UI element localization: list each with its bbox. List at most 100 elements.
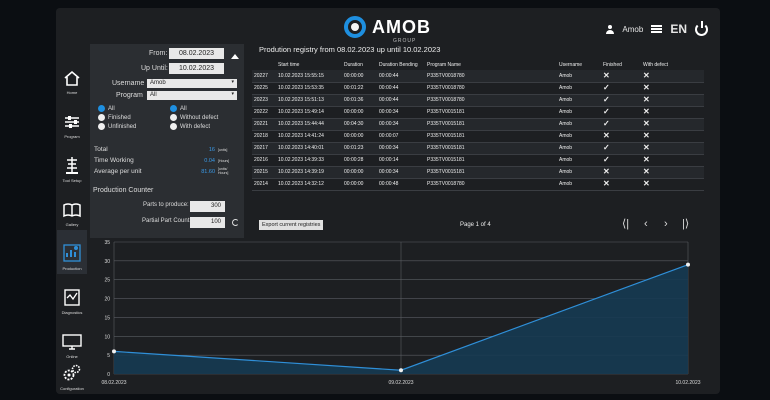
cell-id: 20225 — [252, 82, 276, 95]
status-radio-finished[interactable]: Finished — [98, 114, 131, 121]
check-icon: ✓ — [603, 95, 610, 104]
logo-subtext: GROUP — [393, 38, 417, 44]
cell-defect: ✕ — [641, 130, 704, 143]
cell-defect: ✕ — [641, 166, 704, 179]
sidebar-item-online[interactable]: Online — [57, 318, 87, 362]
cell-defect: ✕ — [641, 106, 704, 119]
collapse-icon[interactable] — [231, 54, 239, 59]
cell-duration: 00:01:22 — [342, 82, 377, 95]
cell-program: P335TV0015181 — [425, 142, 557, 155]
refresh-icon[interactable] — [232, 219, 239, 226]
prev-page-icon[interactable]: ‹ — [644, 218, 648, 230]
table-row[interactable]: 20223 10.02.2023 15:51:13 00:01:36 00:00:44… — [252, 94, 704, 107]
cell-program: P335TV0015181 — [425, 166, 557, 179]
next-page-icon[interactable]: › — [664, 218, 668, 230]
defect-radio-with[interactable]: With defect — [170, 123, 210, 130]
table-row[interactable]: 20217 10.02.2023 14:40:01 00:01:23 00:00:34… — [252, 142, 704, 155]
sidebar-item-label: Online — [66, 354, 78, 359]
parts-to-produce-input[interactable]: 300 — [190, 201, 225, 212]
cross-icon: ✕ — [643, 83, 650, 92]
username-filter-label: Username — [112, 80, 145, 87]
table-row[interactable]: 20218 10.02.2023 14:41:24 00:00:00 00:00:07… — [252, 130, 704, 143]
status-radio-all[interactable]: All — [98, 105, 115, 112]
sidebar-item-label: Configuration — [60, 386, 84, 391]
cell-duration: 00:00:00 — [342, 106, 377, 119]
logo-text: AMOB — [372, 16, 431, 37]
cell-id: 20218 — [252, 130, 276, 143]
radio-label: Finished — [108, 114, 131, 121]
table-row[interactable]: 20221 10.02.2023 15:44:44 00:04:30 00:00:34… — [252, 118, 704, 131]
export-registries-button[interactable]: Export current registries — [259, 220, 324, 230]
partial-count-label: Partial Part Count: — [142, 218, 192, 224]
y-tick-label: 5 — [107, 353, 110, 359]
program-select-value: All — [150, 92, 157, 98]
username-label: Amob — [622, 24, 644, 34]
sidebar-item-diagnostics[interactable]: Diagnostics — [57, 274, 87, 318]
cell-defect: ✕ — [641, 94, 704, 107]
program-select[interactable]: All ▾ — [147, 91, 237, 100]
cross-icon: ✕ — [603, 179, 610, 188]
user-icon[interactable] — [606, 24, 615, 34]
menu-icon[interactable] — [651, 25, 663, 33]
cell-duration: 00:00:28 — [342, 154, 377, 167]
first-page-icon[interactable]: ⟨| — [622, 218, 630, 230]
cell-finished: ✕ — [601, 166, 641, 179]
last-page-icon[interactable]: |⟩ — [682, 218, 690, 230]
radio-label: With defect — [180, 123, 211, 130]
program-filter-label: Program — [116, 92, 143, 99]
cell-finished: ✓ — [601, 94, 641, 107]
until-date-input[interactable]: 10.02.2023 — [169, 63, 224, 74]
defect-radio-without[interactable]: Without defect — [170, 114, 218, 121]
cell-duration: 00:00:00 — [342, 178, 377, 191]
average-value: 81.60 — [201, 169, 215, 175]
cell-start: 10.02.2023 15:55:15 — [276, 70, 342, 83]
cell-start: 10.02.2023 15:44:44 — [276, 118, 342, 131]
username-select[interactable]: Amob ▾ — [147, 79, 237, 88]
language-selector[interactable]: EN — [670, 22, 687, 36]
top-right-controls: Amob EN — [606, 20, 708, 36]
cross-icon: ✕ — [643, 119, 650, 128]
table-row[interactable]: 20214 10.02.2023 14:32:12 00:00:00 00:00:48… — [252, 178, 704, 191]
from-label: From: — [149, 50, 168, 57]
radio-dot — [170, 114, 177, 121]
sidebar-item-tool-setup[interactable]: Tool Setup — [57, 142, 87, 186]
parts-to-produce-label: Parts to produce: — [143, 202, 189, 208]
cell-finished: ✕ — [601, 130, 641, 143]
defect-radio-all[interactable]: All — [170, 105, 187, 112]
status-radio-unfinished[interactable]: Unfinished — [98, 123, 136, 130]
cell-finished: ✕ — [601, 178, 641, 191]
cell-finished: ✓ — [601, 142, 641, 155]
sidebar-item-configuration[interactable]: Configuration — [57, 350, 87, 394]
cell-start: 10.02.2023 14:39:19 — [276, 166, 342, 179]
cell-defect: ✕ — [641, 118, 704, 131]
radio-dot — [170, 123, 177, 130]
cell-defect: ✕ — [641, 154, 704, 167]
y-tick-label: 15 — [104, 315, 110, 321]
partial-count-input[interactable]: 100 — [190, 217, 225, 228]
cross-icon: ✕ — [603, 131, 610, 140]
table-header-row: Start time Duration Duration Bending Pro… — [252, 60, 704, 70]
time-working-value: 0.04 — [204, 158, 215, 164]
cell-bending: 00:00:44 — [377, 82, 425, 95]
table-row[interactable]: 20225 10.02.2023 15:53:35 00:01:22 00:00:44… — [252, 82, 704, 95]
table-row[interactable]: 20215 10.02.2023 14:39:19 00:00:00 00:00:34… — [252, 166, 704, 179]
cross-icon: ✕ — [603, 167, 610, 176]
sidebar-item-home[interactable]: Home — [57, 54, 87, 98]
table-row[interactable]: 20216 10.02.2023 14:39:33 00:00:28 00:00:14… — [252, 154, 704, 167]
sidebar-item-production[interactable]: Production — [57, 230, 87, 274]
cell-program: P335TV0015181 — [425, 130, 557, 143]
table-row[interactable]: 20227 10.02.2023 15:55:15 00:00:00 00:00:44… — [252, 70, 704, 83]
check-icon: ✓ — [603, 83, 610, 92]
cell-user: Amob — [557, 106, 601, 119]
data-point — [686, 262, 690, 267]
from-date-input[interactable]: 08.02.2023 — [169, 48, 224, 59]
cell-start: 10.02.2023 15:49:14 — [276, 106, 342, 119]
cross-icon: ✕ — [643, 155, 650, 164]
sidebar-item-gallery[interactable]: Gallery — [57, 186, 87, 230]
power-icon[interactable] — [695, 20, 708, 36]
table-row[interactable]: 20222 10.02.2023 15:49:14 00:00:00 00:00:34… — [252, 106, 704, 119]
sidebar-item-program[interactable]: Program — [57, 98, 87, 142]
cell-bending: 00:00:34 — [377, 166, 425, 179]
cell-finished: ✕ — [601, 70, 641, 83]
average-label: Average per unit — [94, 168, 142, 175]
